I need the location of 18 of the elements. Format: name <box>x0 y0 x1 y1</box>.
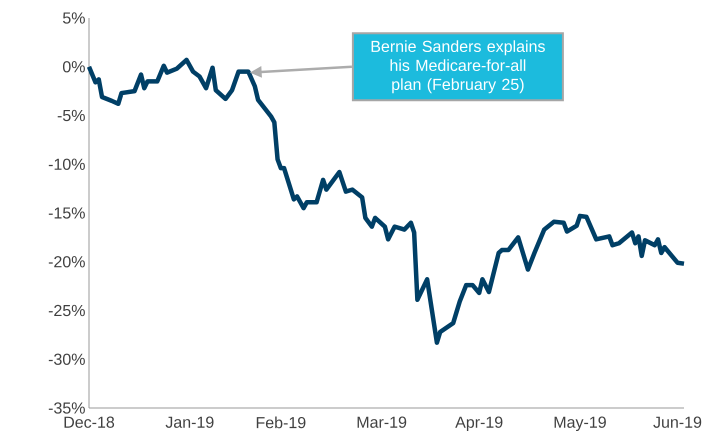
x-tick-label: Jun-19 <box>653 416 702 428</box>
x-tick-label: Dec-18 <box>64 416 114 428</box>
x-tick-label: Apr-19 <box>455 416 502 432</box>
y-tick-label: -20% <box>48 256 85 268</box>
y-tick-label: -10% <box>48 158 85 170</box>
line-series <box>86 58 686 345</box>
y-tick-label: -30% <box>48 354 85 365</box>
y-tick-label: -15% <box>48 207 85 219</box>
annotation: Bernie Sanders explains his Medicare-for-all plan (February 25) <box>372 40 545 94</box>
x-tick-label: Feb-19 <box>256 416 306 428</box>
y-tick-label: -25% <box>48 304 85 316</box>
y-tick-label: -5% <box>58 110 85 122</box>
y-tick-label: 0% <box>62 61 85 72</box>
x-tick-label: May-19 <box>554 416 606 432</box>
x-tick-label: Mar-19 <box>358 416 406 428</box>
x-tick-label: Jan-19 <box>166 416 214 428</box>
y-tick-label: 5% <box>62 12 85 24</box>
y-tick-label: -35% <box>48 402 85 414</box>
